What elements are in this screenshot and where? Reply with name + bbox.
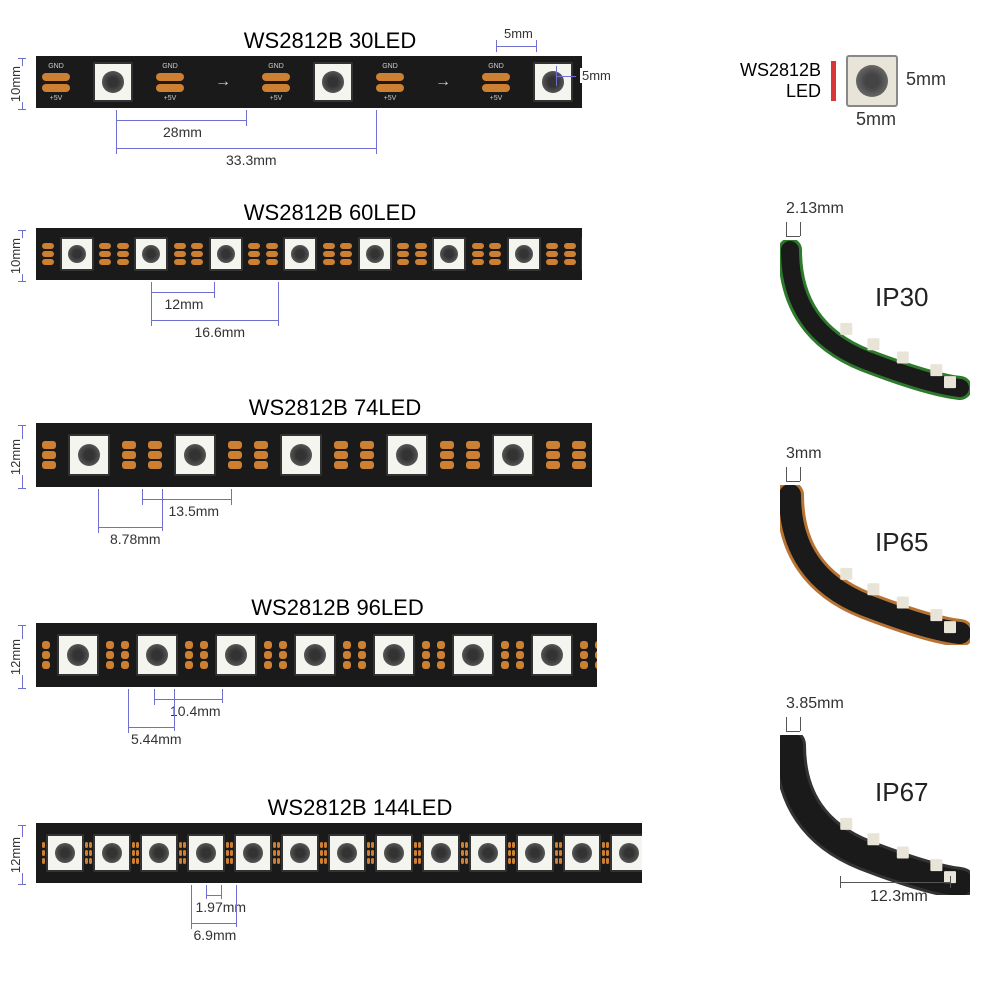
dim-label-2: 8.78mm bbox=[108, 531, 163, 547]
led-chip bbox=[373, 634, 415, 676]
strip-section-1: WS2812B 60LED 10mm 12mm 16.6mm bbox=[10, 200, 610, 280]
strip-height-label: 12mm bbox=[6, 837, 25, 873]
led-chip bbox=[93, 834, 131, 872]
strip-height-label: 10mm bbox=[6, 66, 25, 102]
led-chip bbox=[533, 62, 573, 102]
strip-section-4: WS2812B 144LED 12mm 1.97mm 6.9mm bbox=[10, 795, 670, 883]
led-chip bbox=[610, 834, 642, 872]
single-led-label2: LED bbox=[740, 81, 821, 102]
led-chip bbox=[136, 634, 178, 676]
dim-label-1: 10.4mm bbox=[168, 703, 223, 719]
led-dim-h: 5mm bbox=[904, 69, 948, 90]
dim-label-1: 1.97mm bbox=[194, 899, 249, 915]
dim-label-1: 28mm bbox=[161, 124, 204, 140]
led-chip bbox=[209, 237, 243, 271]
ip-bottom-dim: 12.3mm bbox=[870, 888, 928, 906]
led-chip bbox=[46, 834, 84, 872]
dim-label-2: 33.3mm bbox=[224, 152, 279, 168]
led-chip bbox=[280, 434, 322, 476]
led-chip bbox=[68, 434, 110, 476]
strip-section-0: WS2812B 30LED 10mm GND+5VGND+5V→GND+5VGN… bbox=[10, 28, 610, 108]
led-chip bbox=[328, 834, 366, 872]
led-chip bbox=[134, 237, 168, 271]
strip-title: WS2812B 74LED bbox=[50, 395, 620, 421]
led-chip bbox=[507, 237, 541, 271]
led-dim-w: 5mm bbox=[854, 109, 898, 130]
led-chip bbox=[375, 834, 413, 872]
ip-thickness: 2.13mm bbox=[786, 200, 980, 218]
strip-height-label: 10mm bbox=[6, 238, 25, 274]
led-chip bbox=[281, 834, 319, 872]
led-chip bbox=[422, 834, 460, 872]
led-strip bbox=[36, 228, 582, 280]
led-chip bbox=[57, 634, 99, 676]
strip-section-2: WS2812B 74LED 12mm 13.5mm 8.78mm bbox=[10, 395, 620, 487]
ip-label: IP30 bbox=[875, 282, 929, 313]
ip-rating-panel-ip65: 3mm IP65 bbox=[780, 445, 980, 650]
led-strip bbox=[36, 423, 592, 487]
strip-section-3: WS2812B 96LED 12mm 10.4mm 5.44mm bbox=[10, 595, 625, 687]
led-chip bbox=[174, 434, 216, 476]
strip-title: WS2812B 60LED bbox=[50, 200, 610, 226]
single-led-label1: WS2812B bbox=[740, 60, 821, 81]
led-chip bbox=[531, 634, 573, 676]
strip-title: WS2812B 96LED bbox=[50, 595, 625, 621]
led-chip bbox=[581, 237, 582, 271]
led-chip bbox=[469, 834, 507, 872]
ip-thickness: 3.85mm bbox=[786, 695, 980, 713]
led-chip bbox=[452, 634, 494, 676]
led-chip bbox=[187, 834, 225, 872]
led-strip: GND+5VGND+5V→GND+5VGND+5V→GND+5VGND+5V→G… bbox=[36, 56, 582, 108]
led-chip bbox=[234, 834, 272, 872]
dim-label-2: 16.6mm bbox=[193, 324, 248, 340]
led-chip bbox=[93, 62, 133, 102]
ip-thickness: 3mm bbox=[786, 445, 980, 463]
ip-label: IP65 bbox=[875, 527, 929, 558]
single-led-panel: WS2812B LED 5mm 5mm bbox=[740, 55, 970, 107]
led-chip bbox=[432, 237, 466, 271]
led-chip bbox=[492, 434, 534, 476]
dim-label-2: 6.9mm bbox=[192, 927, 239, 943]
dim-label-2: 5.44mm bbox=[129, 731, 184, 747]
led-chip bbox=[283, 237, 317, 271]
dim-label-1: 13.5mm bbox=[167, 503, 222, 519]
led-chip bbox=[516, 834, 554, 872]
ip-label: IP67 bbox=[875, 777, 929, 808]
led-chip bbox=[358, 237, 392, 271]
led-chip bbox=[215, 634, 257, 676]
led-chip bbox=[313, 62, 353, 102]
strip-height-label: 12mm bbox=[6, 639, 25, 675]
led-strip bbox=[36, 623, 597, 687]
led-chip bbox=[60, 237, 94, 271]
strip-height-label: 12mm bbox=[6, 439, 25, 475]
led-chip bbox=[294, 634, 336, 676]
ip-rating-panel-ip30: 2.13mm IP30 bbox=[780, 200, 980, 405]
led-chip bbox=[563, 834, 601, 872]
strip-title: WS2812B 144LED bbox=[50, 795, 670, 821]
ip-rating-panel-ip67: 3.85mm IP67 12.3mm bbox=[780, 695, 980, 882]
dim-label-1: 12mm bbox=[163, 296, 206, 312]
led-chip bbox=[140, 834, 178, 872]
led-chip bbox=[386, 434, 428, 476]
led-strip bbox=[36, 823, 642, 883]
